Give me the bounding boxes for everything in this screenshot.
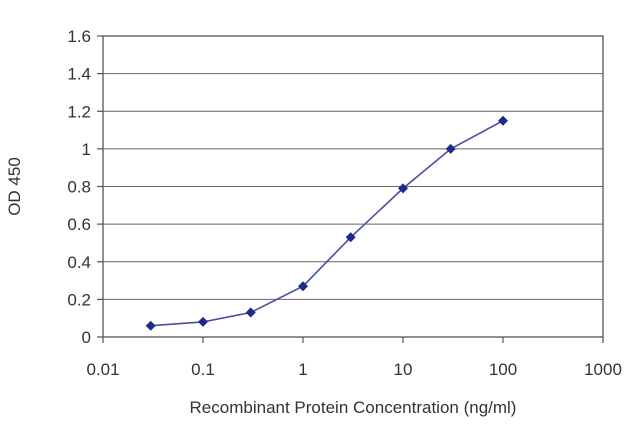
x-tick-label: 1 [298,360,307,379]
x-tick-label: 0.1 [191,360,215,379]
x-tick-label: 0.01 [86,360,119,379]
data-point [298,281,308,292]
data-point [145,320,156,331]
x-axis-title: Recombinant Protein Concentration (ng/ml… [190,398,517,417]
x-tick-label: 1000 [584,360,622,379]
data-point [498,115,508,126]
data-point [198,316,208,327]
y-tick-label: 0.8 [67,178,91,197]
y-tick-label: 0 [82,328,91,347]
y-tick-label: 0.4 [67,253,91,272]
data-point [445,143,456,154]
y-axis-title: OD 450 [5,157,24,216]
x-tick-label: 100 [489,360,517,379]
y-tick-label: 0.2 [67,290,91,309]
y-tick-label: 1 [82,140,91,159]
data-point [345,232,356,243]
data-point [245,307,256,318]
y-tick-label: 1.6 [67,27,91,46]
x-tick-label: 10 [394,360,413,379]
series-line [150,119,504,327]
data-point [398,183,408,194]
data-series [145,115,508,331]
grid-lines [103,73,603,300]
y-tick-label: 0.6 [67,215,91,234]
y-tick-label: 1.4 [67,65,91,84]
y-tick-label: 1.2 [67,102,91,121]
axis-ticks: 0 0.2 0.4 0.6 0.8 1 1.2 1.4 1.6 0.01 0.1 1 10 100 1000 [67,27,622,379]
